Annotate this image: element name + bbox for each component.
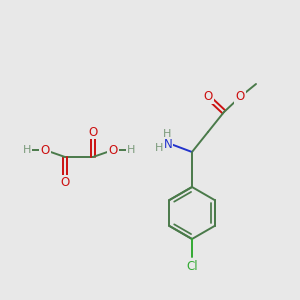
Text: H: H <box>127 145 135 155</box>
Text: O: O <box>108 143 118 157</box>
Text: O: O <box>60 176 70 188</box>
Text: O: O <box>40 143 50 157</box>
Text: O: O <box>88 125 98 139</box>
Text: H: H <box>23 145 31 155</box>
Text: O: O <box>203 91 213 103</box>
Text: O: O <box>236 91 244 103</box>
Text: N: N <box>164 137 172 151</box>
Text: H: H <box>163 129 171 139</box>
Text: H: H <box>155 143 163 153</box>
Text: Cl: Cl <box>186 260 198 272</box>
